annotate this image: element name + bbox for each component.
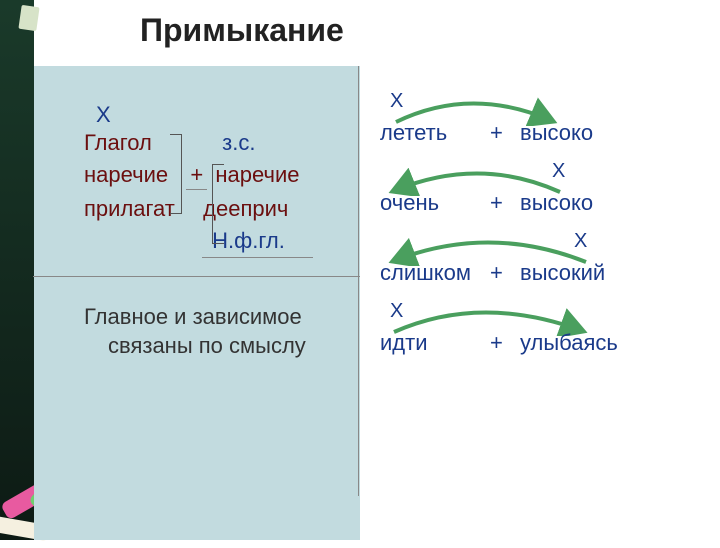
- example-row: X лететь + высоко: [360, 90, 700, 150]
- example-main: лететь: [380, 120, 447, 146]
- example-dep: улыбаясь: [520, 330, 618, 356]
- example-main: слишком: [380, 260, 471, 286]
- slide-title: Примыкание: [140, 12, 344, 49]
- example-plus: +: [490, 190, 503, 216]
- bracket-dep: [212, 164, 224, 244]
- example-row: X слишком + высокий: [360, 230, 700, 290]
- main-row-1: наречие: [84, 162, 168, 187]
- example-plus: +: [490, 120, 503, 146]
- x-marker: X: [390, 90, 403, 113]
- example-row: X идти + улыбаясь: [360, 300, 700, 360]
- plus-sign: +: [186, 162, 207, 189]
- footnote-line-1: Главное и зависимое: [84, 302, 340, 332]
- example-dep: высокий: [520, 260, 605, 286]
- divider-top: [358, 66, 359, 276]
- dep-row-0: наречие: [215, 162, 299, 187]
- x-label-left: X: [96, 102, 340, 128]
- footnote: Главное и зависимое связаны по смыслу: [84, 302, 340, 361]
- x-marker: X: [574, 230, 587, 253]
- main-row-0: Глагол: [84, 130, 152, 155]
- example-dep: высоко: [520, 120, 593, 146]
- example-plus: +: [490, 330, 503, 356]
- zs-label: з.с.: [222, 130, 255, 155]
- example-main: идти: [380, 330, 428, 356]
- x-marker: X: [390, 300, 403, 323]
- main-row-2: прилагат: [84, 196, 175, 221]
- examples-panel: X лететь + высоко X очень + высоко X: [360, 90, 700, 370]
- example-plus: +: [490, 260, 503, 286]
- example-main: очень: [380, 190, 439, 216]
- divider-bottom: [358, 276, 359, 496]
- example-dep: высоко: [520, 190, 593, 216]
- divider-h: [33, 276, 360, 277]
- bracket-main: [170, 134, 182, 214]
- footnote-line-2: связаны по смыслу: [84, 331, 340, 361]
- left-panel: X Глагол з.с. наречие + наречие прилагат…: [34, 66, 360, 540]
- x-marker: X: [552, 160, 565, 183]
- example-row: X очень + высоко: [360, 160, 700, 220]
